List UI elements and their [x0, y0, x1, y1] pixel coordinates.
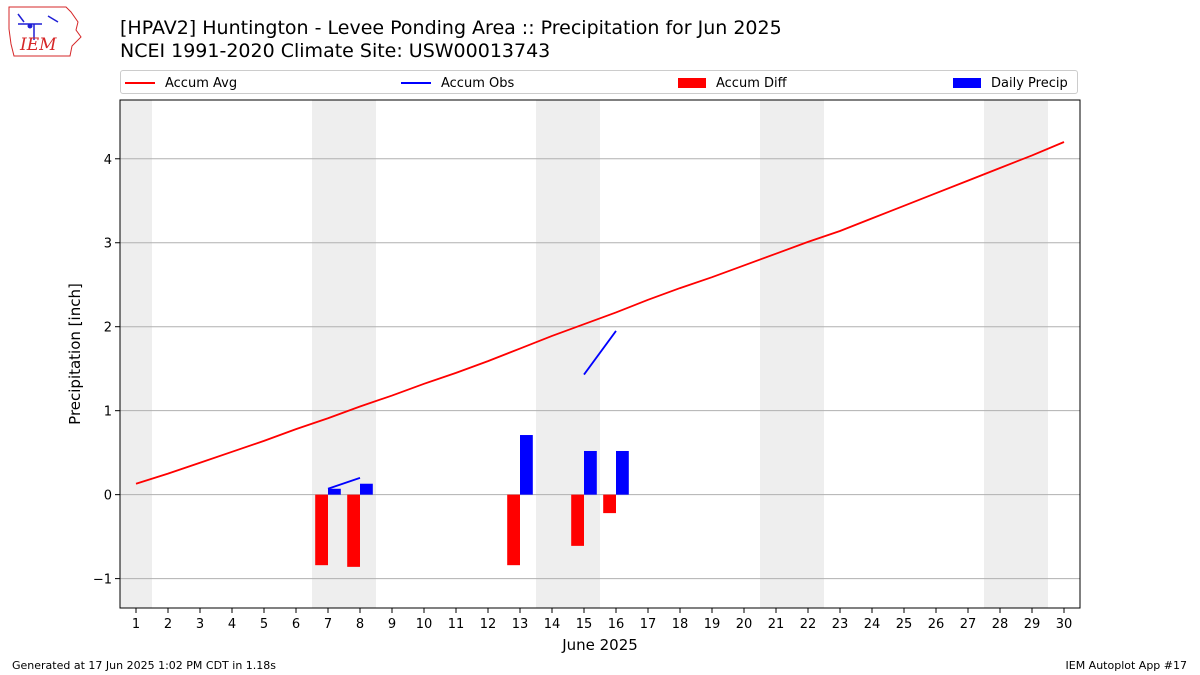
x-tick-label: 10	[416, 617, 433, 632]
x-tick-label: 11	[448, 617, 465, 632]
y-axis-label: Precipitation [inch]	[66, 283, 84, 425]
daily-precip-bar	[584, 450, 597, 495]
chart-title: [HPAV2] Huntington - Levee Ponding Area …	[120, 17, 782, 39]
x-tick-label: 1	[132, 617, 140, 632]
x-tick-label: 4	[228, 617, 236, 632]
daily-precip-bar	[360, 483, 373, 495]
x-tick-label: 16	[608, 617, 625, 632]
legend-item-accum-avg: Accum Avg	[125, 74, 237, 92]
plot-area-frame	[119, 99, 1081, 609]
x-tick-label: 7	[324, 617, 332, 632]
generated-timestamp: Generated at 17 Jun 2025 1:02 PM CDT in …	[12, 659, 277, 672]
chart-subtitle: NCEI 1991-2020 Climate Site: USW00013743	[120, 40, 551, 62]
chart-legend: Accum Avg Accum Obs Accum Diff Daily Pre…	[120, 70, 1078, 94]
x-tick-label: 25	[896, 617, 913, 632]
legend-line-blue	[401, 82, 431, 84]
y-tick-label: 0	[104, 489, 112, 504]
accum-diff-bar	[315, 494, 328, 566]
y-tick-label: 3	[104, 237, 112, 252]
x-tick-label: 13	[512, 617, 529, 632]
x-tick-label: 14	[544, 617, 561, 632]
weekend-shading	[760, 100, 824, 608]
x-tick-label: 28	[992, 617, 1009, 632]
legend-patch-red	[678, 78, 706, 88]
x-tick-label: 22	[800, 617, 817, 632]
accum-diff-bar	[571, 494, 584, 546]
x-tick-label: 2	[164, 617, 172, 632]
x-tick-label: 9	[388, 617, 396, 632]
y-tick-label: 2	[104, 321, 112, 336]
x-tick-label: 18	[672, 617, 689, 632]
legend-item-daily-precip: Daily Precip	[953, 74, 1068, 92]
x-tick-label: 21	[768, 617, 785, 632]
legend-item-accum-diff: Accum Diff	[678, 74, 787, 92]
accum-obs-line	[327, 476, 361, 490]
accum-diff-bar	[603, 494, 616, 514]
x-tick-label: 17	[640, 617, 657, 632]
legend-label: Accum Avg	[165, 75, 238, 91]
legend-label: Daily Precip	[991, 75, 1068, 91]
accum-diff-bar	[507, 494, 520, 566]
x-tick-label: 12	[480, 617, 497, 632]
weekend-shading	[984, 100, 1048, 608]
legend-label: Accum Diff	[716, 75, 787, 91]
x-tick-label: 19	[704, 617, 721, 632]
app-credit: IEM Autoplot App #17	[1065, 659, 1188, 672]
x-tick-label: 27	[960, 617, 977, 632]
daily-precip-bar	[520, 435, 533, 495]
x-tick-label: 24	[864, 617, 881, 632]
weekend-shading	[120, 100, 152, 608]
x-tick-label: 30	[1056, 617, 1073, 632]
x-tick-label: 3	[196, 617, 204, 632]
iowa-outline-icon	[8, 6, 82, 57]
weekend-shading	[536, 100, 600, 608]
legend-line-red	[125, 82, 155, 84]
y-tick-label: −1	[93, 573, 112, 588]
x-tick-label: 29	[1024, 617, 1041, 632]
x-tick-label: 20	[736, 617, 753, 632]
accum-diff-bar	[347, 494, 360, 567]
accum-avg-line	[135, 141, 1065, 485]
legend-label: Accum Obs	[441, 75, 515, 91]
daily-precip-bar	[328, 488, 341, 495]
x-tick-label: 8	[356, 617, 364, 632]
x-tick-label: 23	[832, 617, 849, 632]
x-tick-label: 6	[292, 617, 300, 632]
y-tick-label: 4	[104, 153, 112, 168]
x-tick-label: 26	[928, 617, 945, 632]
daily-precip-bar	[616, 450, 629, 495]
legend-item-accum-obs: Accum Obs	[401, 74, 514, 92]
x-tick-label: 5	[260, 617, 268, 632]
legend-patch-blue	[953, 78, 981, 88]
x-tick-label: 15	[576, 617, 593, 632]
y-tick-label: 1	[104, 405, 112, 420]
accum-obs-line	[583, 330, 617, 376]
x-axis-label: June 2025	[561, 636, 638, 654]
iem-logo: IEM	[8, 6, 82, 57]
logo-text: IEM	[19, 35, 57, 55]
